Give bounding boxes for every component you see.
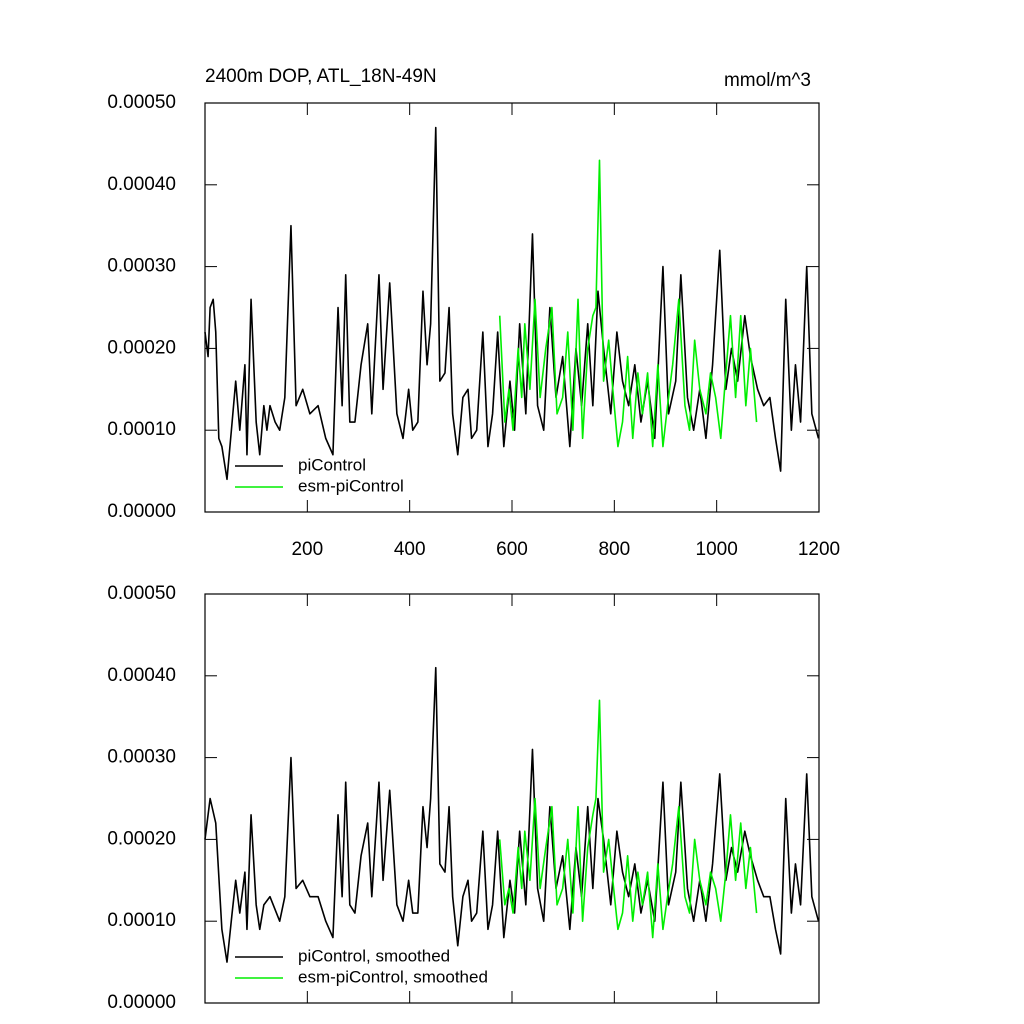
chart-title: 2400m DOP, ATL_18N-49N	[205, 66, 437, 87]
y-tick-label: 0.00000	[107, 992, 176, 1013]
legend-label: piControl	[298, 455, 366, 474]
data-line	[204, 126, 820, 481]
x-tick-label: 1000	[696, 539, 738, 560]
y-tick-label: 0.00030	[107, 256, 176, 277]
legend-label: esm-piControl	[298, 476, 404, 495]
y-tick-label: 0.00050	[107, 92, 176, 113]
y-tick-label: 0.00040	[107, 174, 176, 195]
y-tick-label: 0.00020	[107, 828, 176, 849]
data-line	[498, 159, 758, 448]
legend-label: esm-piControl, smoothed	[298, 967, 488, 986]
x-tick-label: 1200	[798, 539, 840, 560]
y-tick-label: 0.00040	[107, 665, 176, 686]
y-tick-label: 0.00020	[107, 337, 176, 358]
x-tick-label: 200	[291, 539, 323, 560]
legend-label: piControl, smoothed	[298, 946, 450, 965]
data-line	[204, 666, 820, 963]
x-tick-label: 800	[598, 539, 630, 560]
units-label: mmol/m^3	[724, 70, 811, 91]
plot-frame	[204, 102, 820, 513]
y-tick-label: 0.00010	[107, 910, 176, 931]
y-tick-label: 0.00030	[107, 747, 176, 768]
plot-frame	[204, 593, 820, 1004]
y-tick-label: 0.00050	[107, 583, 176, 604]
x-tick-label: 400	[394, 539, 426, 560]
data-line	[498, 699, 758, 939]
y-tick-label: 0.00010	[107, 419, 176, 440]
x-tick-label: 600	[496, 539, 528, 560]
y-tick-label: 0.00000	[107, 501, 176, 522]
